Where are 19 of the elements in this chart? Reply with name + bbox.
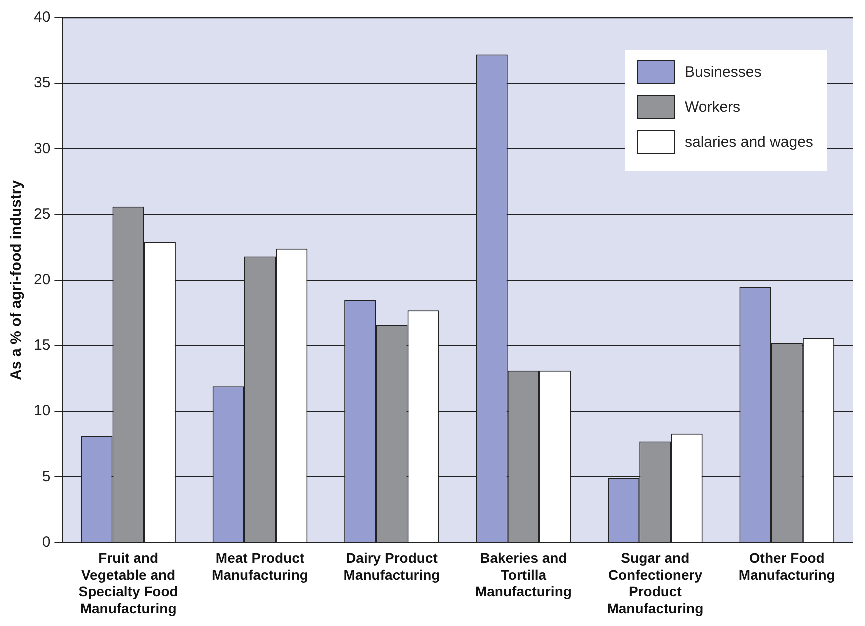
y-tick-label: 5	[42, 468, 51, 486]
y-tick-label: 20	[34, 272, 51, 289]
x-tick-label: Bakeries and Tortilla Manufacturing	[475, 550, 572, 600]
legend-label: Businesses	[685, 64, 762, 80]
y-tick-label: 15	[34, 337, 51, 354]
y-tick-label: 25	[34, 206, 51, 223]
y-tick-label: 30	[34, 140, 51, 158]
legend-label: Workers	[685, 98, 741, 116]
x-tick-label: Dairy Product Manufacturing	[344, 550, 440, 583]
x-tick-label: Fruit and Vegetable and Specialty Food Manufacturing	[78, 550, 178, 616]
legend-label: salaries and wages	[685, 134, 814, 150]
x-tick-label: Meat Product Manufacturing	[212, 550, 308, 583]
y-axis-title: As a % of agri-food industry	[8, 180, 26, 380]
y-tick-label: 0	[42, 534, 51, 551]
y-tick-label: 10	[34, 402, 51, 420]
x-tick-label: Other Food Manufacturing	[738, 550, 836, 583]
y-tick-label: 35	[34, 74, 51, 92]
x-tick-label: Sugar and Confectionery Product Manufacturing	[607, 550, 704, 616]
y-tick-label: 40	[34, 9, 51, 26]
